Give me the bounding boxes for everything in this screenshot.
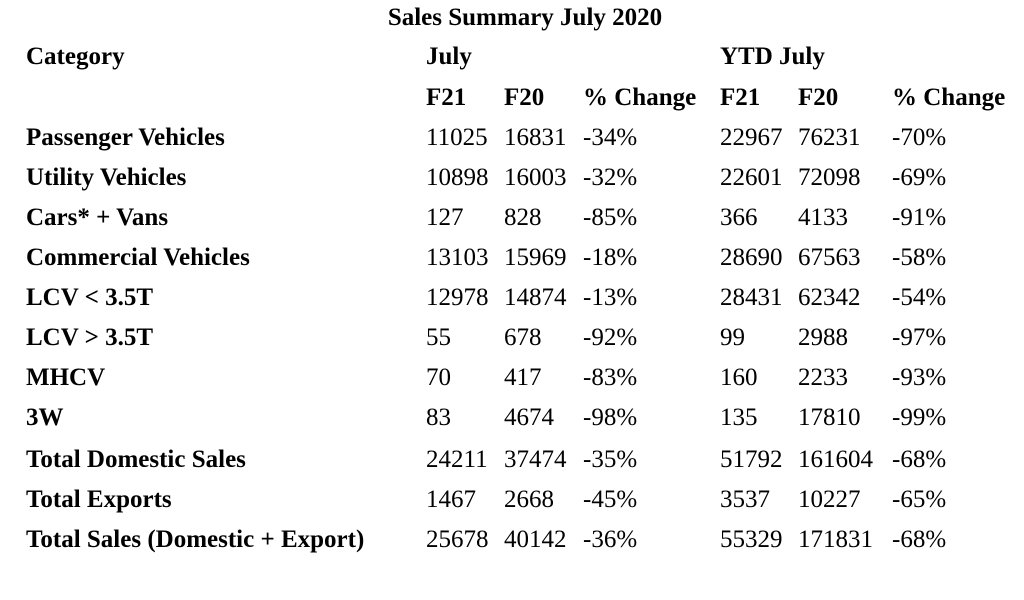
row-ytd-f21: 366 — [720, 204, 758, 231]
row-ytd-change: -70% — [892, 124, 947, 151]
row-ytd-f20: 62342 — [798, 284, 861, 311]
row-ytd-change: -58% — [892, 244, 947, 271]
row-category: Passenger Vehicles — [26, 124, 225, 151]
row-category: LCV < 3.5T — [26, 284, 154, 311]
row-july-f21: 13103 — [426, 244, 489, 271]
row-category: Total Domestic Sales — [26, 446, 246, 473]
row-july-f21: 24211 — [426, 446, 488, 473]
row-july-f20: 37474 — [504, 446, 567, 473]
row-july-f21: 10898 — [426, 164, 489, 191]
row-ytd-f21: 22967 — [720, 124, 783, 151]
row-category: MHCV — [26, 364, 106, 391]
row-ytd-f20: 161604 — [798, 446, 873, 473]
row-ytd-f20: 2988 — [798, 324, 848, 351]
row-ytd-f21: 3537 — [720, 486, 770, 513]
row-july-change: -45% — [583, 486, 638, 513]
row-ytd-f20: 10227 — [798, 486, 861, 513]
page-title: Sales Summary July 2020 — [387, 4, 663, 31]
row-category: Utility Vehicles — [26, 164, 187, 191]
row-ytd-change: -54% — [892, 284, 947, 311]
row-category: Total Exports — [26, 486, 172, 513]
row-ytd-f20: 67563 — [798, 244, 861, 271]
row-ytd-f21: 22601 — [720, 164, 783, 191]
row-ytd-f20: 171831 — [798, 526, 873, 553]
row-july-change: -92% — [583, 324, 638, 351]
row-ytd-change: -65% — [892, 486, 947, 513]
row-ytd-change: -68% — [892, 446, 947, 473]
row-july-f21: 55 — [426, 324, 451, 351]
row-july-f20: 16003 — [504, 164, 567, 191]
row-july-f20: 40142 — [504, 526, 567, 553]
row-july-change: -98% — [583, 404, 638, 431]
row-category: Total Sales (Domestic + Export) — [26, 526, 365, 553]
sub-header-ytd-f20: F20 — [798, 84, 839, 111]
row-july-f21: 70 — [426, 364, 451, 391]
row-july-change: -35% — [583, 446, 638, 473]
row-july-change: -85% — [583, 204, 638, 231]
sub-header-july-f20: F20 — [504, 84, 545, 111]
row-july-f20: 417 — [504, 364, 542, 391]
row-july-f21: 25678 — [426, 526, 489, 553]
row-ytd-change: -91% — [892, 204, 947, 231]
row-ytd-change: -99% — [892, 404, 947, 431]
row-ytd-f21: 55329 — [720, 526, 783, 553]
row-july-f21: 1467 — [426, 486, 476, 513]
row-july-change: -18% — [583, 244, 638, 271]
row-ytd-f21: 28690 — [720, 244, 783, 271]
row-july-change: -83% — [583, 364, 638, 391]
row-ytd-f20: 17810 — [798, 404, 861, 431]
row-ytd-f20: 4133 — [798, 204, 848, 231]
row-ytd-f21: 28431 — [720, 284, 783, 311]
row-july-f20: 16831 — [504, 124, 567, 151]
sub-header-ytd-f21: F21 — [720, 84, 761, 111]
row-ytd-f21: 135 — [720, 404, 758, 431]
row-ytd-change: -97% — [892, 324, 947, 351]
row-category: LCV > 3.5T — [26, 324, 154, 351]
row-category: Cars* + Vans — [26, 204, 169, 231]
row-july-change: -32% — [583, 164, 638, 191]
row-july-f21: 83 — [426, 404, 451, 431]
row-ytd-f21: 160 — [720, 364, 758, 391]
row-july-f20: 15969 — [504, 244, 567, 271]
row-category: Commercial Vehicles — [26, 244, 250, 271]
row-july-change: -36% — [583, 526, 638, 553]
row-ytd-f21: 99 — [720, 324, 745, 351]
row-july-f20: 2668 — [504, 486, 554, 513]
row-ytd-f21: 51792 — [720, 446, 783, 473]
ytd-header: YTD July — [720, 43, 825, 70]
sub-header-july-f21: F21 — [426, 84, 467, 111]
row-july-change: -34% — [583, 124, 638, 151]
row-ytd-change: -93% — [892, 364, 947, 391]
row-ytd-change: -68% — [892, 526, 947, 553]
july-header: July — [426, 43, 472, 70]
row-july-f21: 127 — [426, 204, 464, 231]
sub-header-july-change: % Change — [583, 84, 697, 111]
sub-header-ytd-change: % Change — [892, 84, 1006, 111]
row-july-f21: 11025 — [426, 124, 488, 151]
row-july-f20: 828 — [504, 204, 542, 231]
row-july-f21: 12978 — [426, 284, 489, 311]
row-july-f20: 678 — [504, 324, 542, 351]
row-ytd-f20: 2233 — [798, 364, 848, 391]
row-july-f20: 4674 — [504, 404, 554, 431]
row-category: 3W — [26, 404, 64, 431]
row-july-f20: 14874 — [504, 284, 567, 311]
row-july-change: -13% — [583, 284, 638, 311]
row-ytd-f20: 72098 — [798, 164, 861, 191]
row-ytd-change: -69% — [892, 164, 947, 191]
row-ytd-f20: 76231 — [798, 124, 861, 151]
category-header: Category — [26, 43, 125, 70]
